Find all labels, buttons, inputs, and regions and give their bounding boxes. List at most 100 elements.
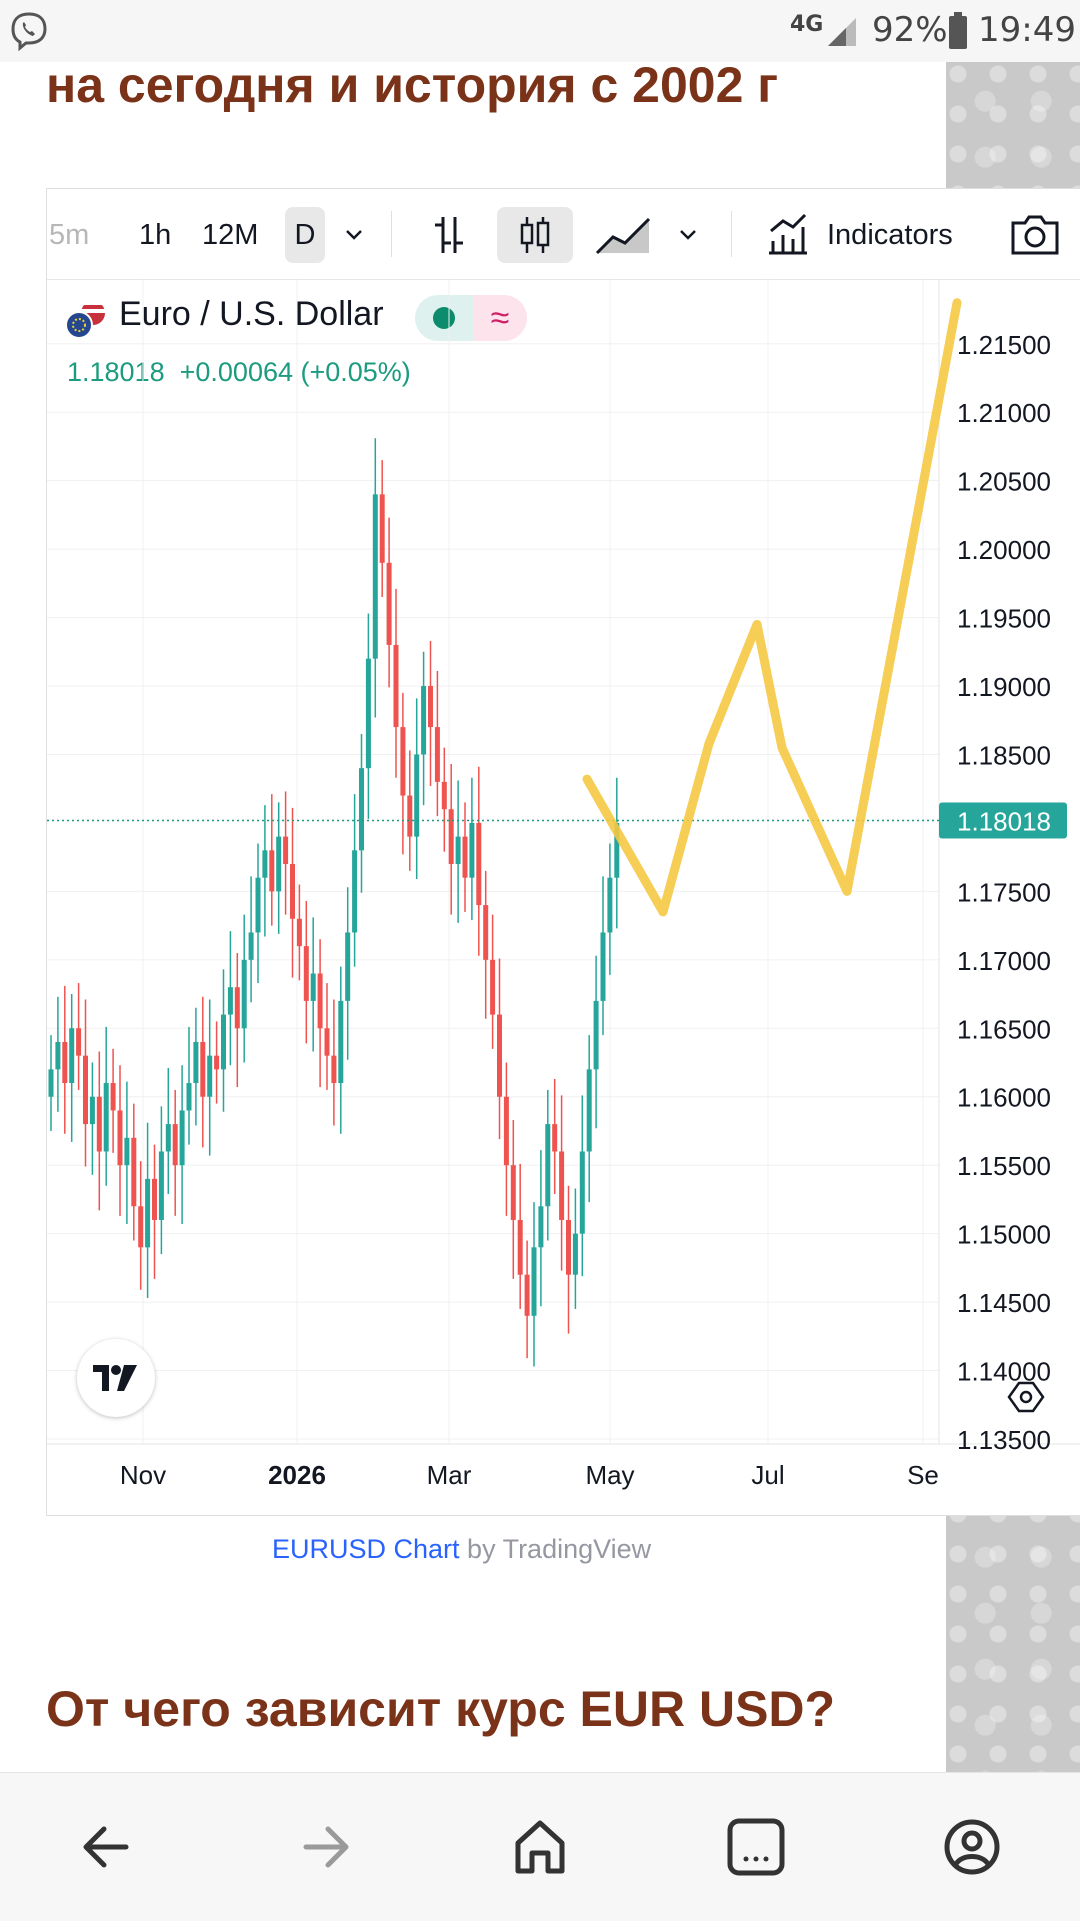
- candle-body: [241, 959, 247, 1029]
- candle-body: [359, 768, 364, 851]
- candle-body: [103, 1083, 109, 1152]
- candle-body: [455, 836, 461, 864]
- price-tick-label: 1.13500: [957, 1425, 1051, 1455]
- candle-body: [434, 727, 440, 782]
- price-tick-label: 1.14500: [957, 1288, 1051, 1318]
- symbol-name: Euro / U.S. Dollar: [119, 295, 384, 333]
- candle-body: [517, 1219, 523, 1275]
- bar-chart-icon[interactable]: [429, 213, 469, 257]
- chart-toolbar: 5m 1h 12M D Indicators: [47, 189, 1080, 280]
- candle-body: [193, 1041, 199, 1084]
- network-type: 4G: [790, 12, 824, 37]
- candles-button[interactable]: [497, 207, 573, 263]
- delayed-data-icon: ≈: [473, 295, 527, 341]
- arrow-right-icon: [303, 1826, 349, 1868]
- candle-body: [303, 946, 309, 1001]
- candle-body: [476, 822, 482, 906]
- candle-body: [262, 850, 268, 878]
- price-tick-label: 1.19000: [957, 672, 1051, 702]
- candle-body: [186, 1083, 192, 1111]
- back-button[interactable]: [68, 1807, 148, 1887]
- indicators-icon[interactable]: [765, 211, 811, 257]
- candle-body: [365, 658, 371, 769]
- indicators-button[interactable]: Indicators: [827, 219, 953, 251]
- time-tick-label: May: [585, 1460, 634, 1490]
- tradingview-logo[interactable]: [77, 1339, 155, 1417]
- candle-body: [317, 973, 323, 1029]
- candle-body: [48, 1069, 54, 1097]
- candle-body: [483, 905, 489, 960]
- candle-body: [497, 1014, 502, 1097]
- chevron-down-icon[interactable]: [677, 223, 699, 245]
- candle-body: [89, 1096, 95, 1125]
- candle-body: [372, 494, 378, 659]
- candle-body: [345, 932, 351, 1001]
- last-price: 1.18018: [67, 357, 165, 387]
- signal-icon: [828, 18, 856, 46]
- chevron-down-icon[interactable]: [343, 223, 365, 245]
- price-tick-label: 1.17500: [957, 877, 1051, 907]
- forward-button[interactable]: [284, 1807, 364, 1887]
- candle-body: [214, 1055, 220, 1070]
- candle-body: [462, 836, 468, 878]
- price-tick-label: 1.17000: [957, 946, 1051, 976]
- user-drawing: [582, 298, 962, 917]
- candle-body: [421, 686, 427, 755]
- chart-settings-button[interactable]: [1007, 1381, 1045, 1413]
- attribution-text: by TradingView: [459, 1534, 652, 1564]
- home-button[interactable]: [500, 1807, 580, 1887]
- candle-body: [469, 822, 475, 878]
- candle-body: [510, 1165, 516, 1220]
- candle-body: [400, 727, 406, 796]
- interval-5m[interactable]: 5m: [49, 219, 90, 251]
- chart-widget: 5m 1h 12M D Indicators: [46, 188, 1080, 1516]
- candle-body: [490, 959, 496, 1015]
- candle-body: [559, 1151, 565, 1220]
- price-tick-label: 1.15000: [957, 1220, 1051, 1250]
- price-tick-label: 1.15500: [957, 1151, 1051, 1181]
- tabs-button[interactable]: [716, 1807, 796, 1887]
- candle-body: [255, 877, 261, 933]
- candle-body: [407, 795, 413, 837]
- interval-1h[interactable]: 1h: [139, 219, 172, 251]
- candle-body: [83, 1055, 88, 1125]
- candle-body: [545, 1124, 551, 1207]
- candle-body: [393, 644, 399, 728]
- camera-icon[interactable]: [1009, 211, 1061, 257]
- arrow-left-icon: [83, 1826, 129, 1868]
- article-heading-next: От чего зависит курс EUR USD?: [46, 1681, 836, 1737]
- current-price-label: 1.18018: [957, 806, 1051, 836]
- candle-body: [414, 754, 420, 837]
- price-tick-label: 1.19500: [957, 604, 1051, 634]
- interval-12m[interactable]: 12M: [202, 219, 259, 251]
- change-value: +0.00064 (+0.05%): [179, 357, 411, 387]
- candle-body: [55, 1041, 61, 1070]
- chart-link[interactable]: EURUSD Chart: [272, 1534, 460, 1564]
- candle-body: [586, 1069, 592, 1152]
- price-tick-label: 1.21500: [957, 330, 1051, 360]
- candle-body: [227, 987, 233, 1015]
- candle-body: [207, 1055, 213, 1097]
- candle-body: [96, 1096, 102, 1152]
- time-tick-label: Nov: [120, 1460, 166, 1490]
- price-change: 1.18018 +0.00064 (+0.05%): [67, 357, 411, 388]
- candle-body: [593, 1000, 599, 1070]
- area-chart-icon[interactable]: [595, 215, 653, 255]
- candle-body: [448, 809, 454, 864]
- candle-body: [579, 1151, 585, 1234]
- candle-body: [296, 918, 302, 947]
- candle-body: [145, 1178, 151, 1248]
- candle-body: [248, 932, 254, 960]
- candle-body: [62, 1041, 68, 1084]
- price-chart[interactable]: 1.21500 1.21000 1.20500 1.20000 1.19500 1.190…: [47, 279, 1080, 1513]
- price-tick-label: 1.21000: [957, 398, 1051, 428]
- profile-button[interactable]: [932, 1807, 1012, 1887]
- candle-body: [283, 836, 289, 864]
- price-tick-label: 1.14000: [957, 1357, 1051, 1387]
- time-tick-label: Jul: [751, 1460, 784, 1490]
- candle-body: [324, 1028, 330, 1056]
- candle-body: [276, 836, 282, 892]
- interval-d[interactable]: D: [285, 207, 325, 263]
- time-tick-label: Se: [907, 1460, 939, 1490]
- toolbar-divider: [731, 211, 732, 257]
